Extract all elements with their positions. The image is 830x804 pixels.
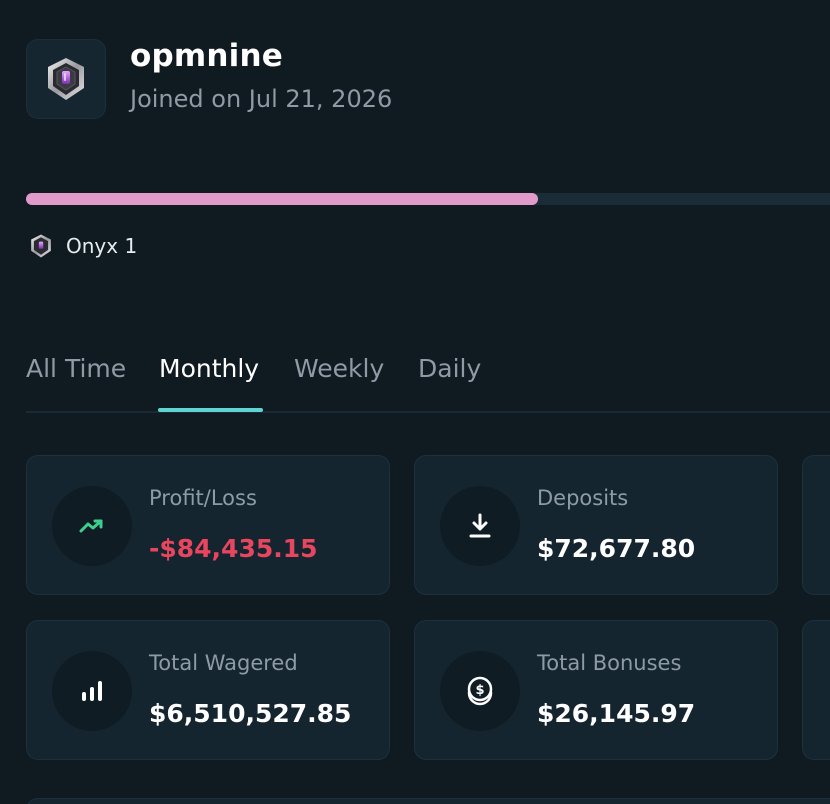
tab-daily[interactable]: Daily <box>418 354 482 383</box>
deposits-value: $72,677.80 <box>537 534 696 563</box>
deposits-label: Deposits <box>537 486 629 510</box>
rank-progress-bar <box>26 193 830 205</box>
download-icon <box>469 513 491 538</box>
profit-loss-label: Profit/Loss <box>149 486 257 510</box>
profit-loss-icon-circle <box>52 486 132 566</box>
stat-card-deposits: Deposits $72,677.80 <box>414 455 778 595</box>
svg-text:$: $ <box>475 683 484 698</box>
total-bonuses-value: $26,145.97 <box>537 699 696 728</box>
stat-card-partial <box>802 455 830 595</box>
profit-loss-value: -$84,435.15 <box>149 534 318 563</box>
avatar <box>26 39 106 119</box>
rank-indicator: Onyx 1 <box>30 234 137 258</box>
total-wagered-label: Total Wagered <box>149 651 298 675</box>
tab-monthly[interactable]: Monthly <box>159 354 260 383</box>
total-wagered-value: $6,510,527.85 <box>149 699 352 728</box>
coin-icon: $ <box>467 676 493 706</box>
onyx-badge-icon <box>31 234 51 258</box>
period-tabs: All Time Monthly Weekly Daily <box>26 340 830 413</box>
total-bonuses-label: Total Bonuses <box>537 651 682 675</box>
stat-card-total-wagered: Total Wagered $6,510,527.85 <box>26 620 390 760</box>
shield-badge-icon <box>48 58 84 100</box>
tab-weekly[interactable]: Weekly <box>294 354 385 383</box>
active-tab-indicator <box>158 408 263 412</box>
rank-label: Onyx 1 <box>66 234 138 258</box>
stat-card-partial-2 <box>802 620 830 760</box>
deposits-icon-circle <box>440 486 520 566</box>
joined-date: Joined on Jul 21, 2026 <box>130 85 393 113</box>
bar-chart-icon <box>82 681 102 701</box>
total-wagered-icon-circle <box>52 651 132 731</box>
username: opmnine <box>130 38 283 74</box>
tab-all-time[interactable]: All Time <box>26 354 127 383</box>
bottom-panel <box>26 798 830 804</box>
stat-card-total-bonuses: $ Total Bonuses $26,145.97 <box>414 620 778 760</box>
rank-progress-fill <box>26 193 538 205</box>
trend-up-icon <box>79 519 103 533</box>
stat-card-profit-loss: Profit/Loss -$84,435.15 <box>26 455 390 595</box>
total-bonuses-icon-circle: $ <box>440 651 520 731</box>
